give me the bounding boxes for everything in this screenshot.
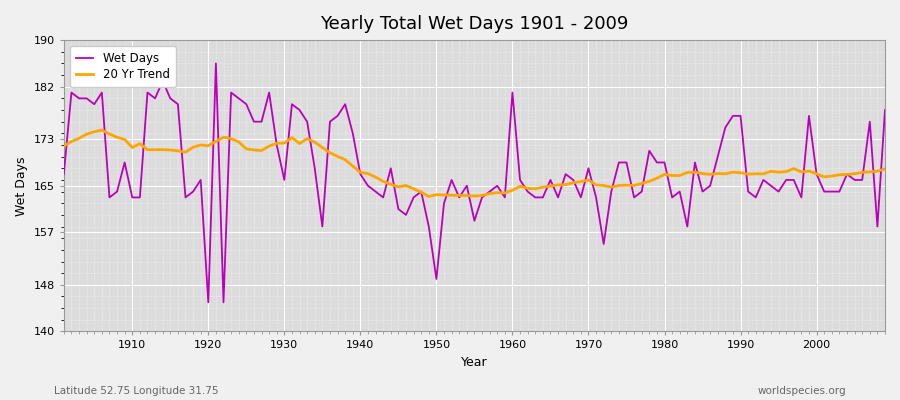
20 Yr Trend <box>879 166 890 171</box>
Wet Days <box>515 178 526 182</box>
Wet Days <box>879 108 890 112</box>
20 Yr Trend <box>127 145 138 150</box>
20 Yr Trend <box>515 184 526 189</box>
Wet Days <box>347 131 358 136</box>
Line: 20 Yr Trend: 20 Yr Trend <box>64 130 885 196</box>
Wet Days <box>58 172 69 176</box>
Y-axis label: Wet Days: Wet Days <box>15 156 28 216</box>
20 Yr Trend <box>58 144 69 148</box>
Wet Days <box>614 160 625 165</box>
20 Yr Trend <box>340 157 351 162</box>
20 Yr Trend <box>96 128 107 132</box>
20 Yr Trend <box>423 194 434 199</box>
Wet Days <box>522 189 533 194</box>
Text: Latitude 52.75 Longitude 31.75: Latitude 52.75 Longitude 31.75 <box>54 386 219 396</box>
20 Yr Trend <box>294 141 305 146</box>
Wet Days <box>302 119 312 124</box>
Text: worldspecies.org: worldspecies.org <box>758 386 846 396</box>
Legend: Wet Days, 20 Yr Trend: Wet Days, 20 Yr Trend <box>69 46 176 87</box>
Wet Days <box>211 61 221 66</box>
20 Yr Trend <box>614 183 625 188</box>
Title: Yearly Total Wet Days 1901 - 2009: Yearly Total Wet Days 1901 - 2009 <box>320 15 628 33</box>
20 Yr Trend <box>522 186 533 191</box>
Wet Days <box>120 160 130 165</box>
X-axis label: Year: Year <box>461 356 488 369</box>
Line: Wet Days: Wet Days <box>64 64 885 302</box>
Wet Days <box>202 300 213 305</box>
